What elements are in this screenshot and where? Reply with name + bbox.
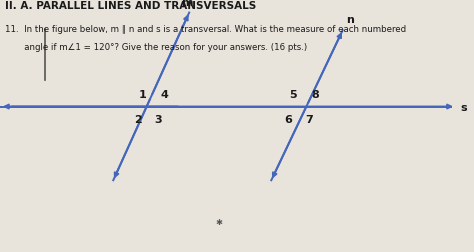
Text: 2: 2 (134, 115, 142, 125)
Text: 11.  In the figure below, m ∥ n and s is a transversal. What is the measure of e: 11. In the figure below, m ∥ n and s is … (5, 25, 406, 34)
Text: s: s (460, 102, 467, 112)
Text: ✱: ✱ (216, 217, 222, 226)
Text: 3: 3 (154, 115, 162, 125)
Text: 7: 7 (305, 115, 313, 125)
Text: 5: 5 (289, 89, 296, 100)
Text: II. A. PARALLEL LINES AND TRANSVERSALS: II. A. PARALLEL LINES AND TRANSVERSALS (5, 1, 256, 11)
Text: n: n (346, 15, 354, 25)
Text: 1: 1 (138, 89, 146, 100)
Text: 4: 4 (161, 89, 169, 100)
Text: angle if m∠1 = 120°? Give the reason for your answers. (16 pts.): angle if m∠1 = 120°? Give the reason for… (5, 43, 307, 52)
Text: 8: 8 (311, 89, 319, 100)
Text: 6: 6 (284, 115, 292, 125)
Text: m: m (182, 0, 193, 8)
